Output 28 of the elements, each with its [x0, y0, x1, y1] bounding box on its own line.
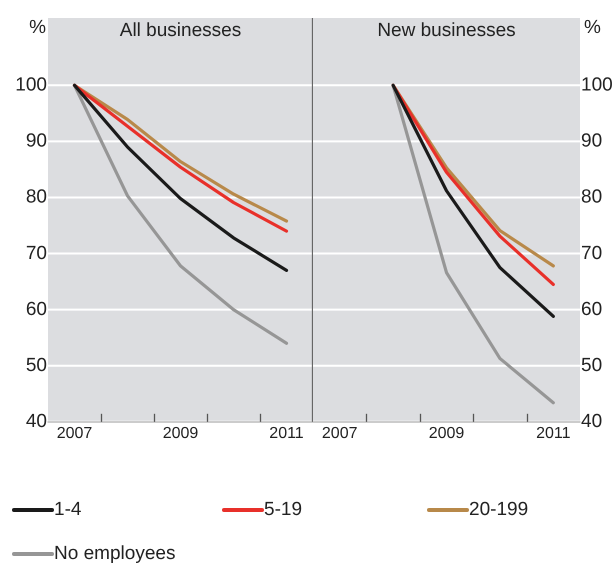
legend-label: 20-199 [469, 499, 528, 521]
legend-label: 1-4 [54, 499, 82, 521]
y-tick-label: 90 [581, 130, 602, 152]
y-tick-label: 70 [26, 242, 47, 264]
y-tick-label: 50 [26, 354, 47, 376]
chart-title: New businesses [377, 20, 516, 42]
y-tick-label: 60 [26, 298, 47, 320]
legend-label: 5-19 [264, 499, 302, 521]
y-tick-label: 60 [581, 298, 602, 320]
y-axis-title: % [584, 17, 601, 38]
y-axis-title: % [29, 17, 46, 38]
x-tick-label: 2009 [162, 424, 198, 442]
y-tick-label: 70 [581, 242, 602, 264]
y-tick-label: 80 [26, 186, 47, 208]
y-tick-label: 90 [26, 130, 47, 152]
x-tick-label: 2007 [322, 424, 358, 442]
x-tick-label: 2011 [536, 424, 571, 442]
y-tick-label: 50 [581, 354, 602, 376]
legend-label: No employees [54, 543, 176, 565]
y-tick-label: 40 [26, 411, 47, 432]
y-tick-label: 40 [581, 411, 602, 432]
y-tick-label: 80 [581, 186, 602, 208]
y-tick-label: 100 [15, 74, 47, 96]
x-tick-label: 2009 [428, 424, 464, 442]
chart-title: All businesses [120, 20, 242, 42]
y-tick-label: 100 [581, 74, 613, 96]
x-tick-label: 2007 [56, 424, 92, 442]
x-tick-label: 2011 [269, 424, 304, 442]
